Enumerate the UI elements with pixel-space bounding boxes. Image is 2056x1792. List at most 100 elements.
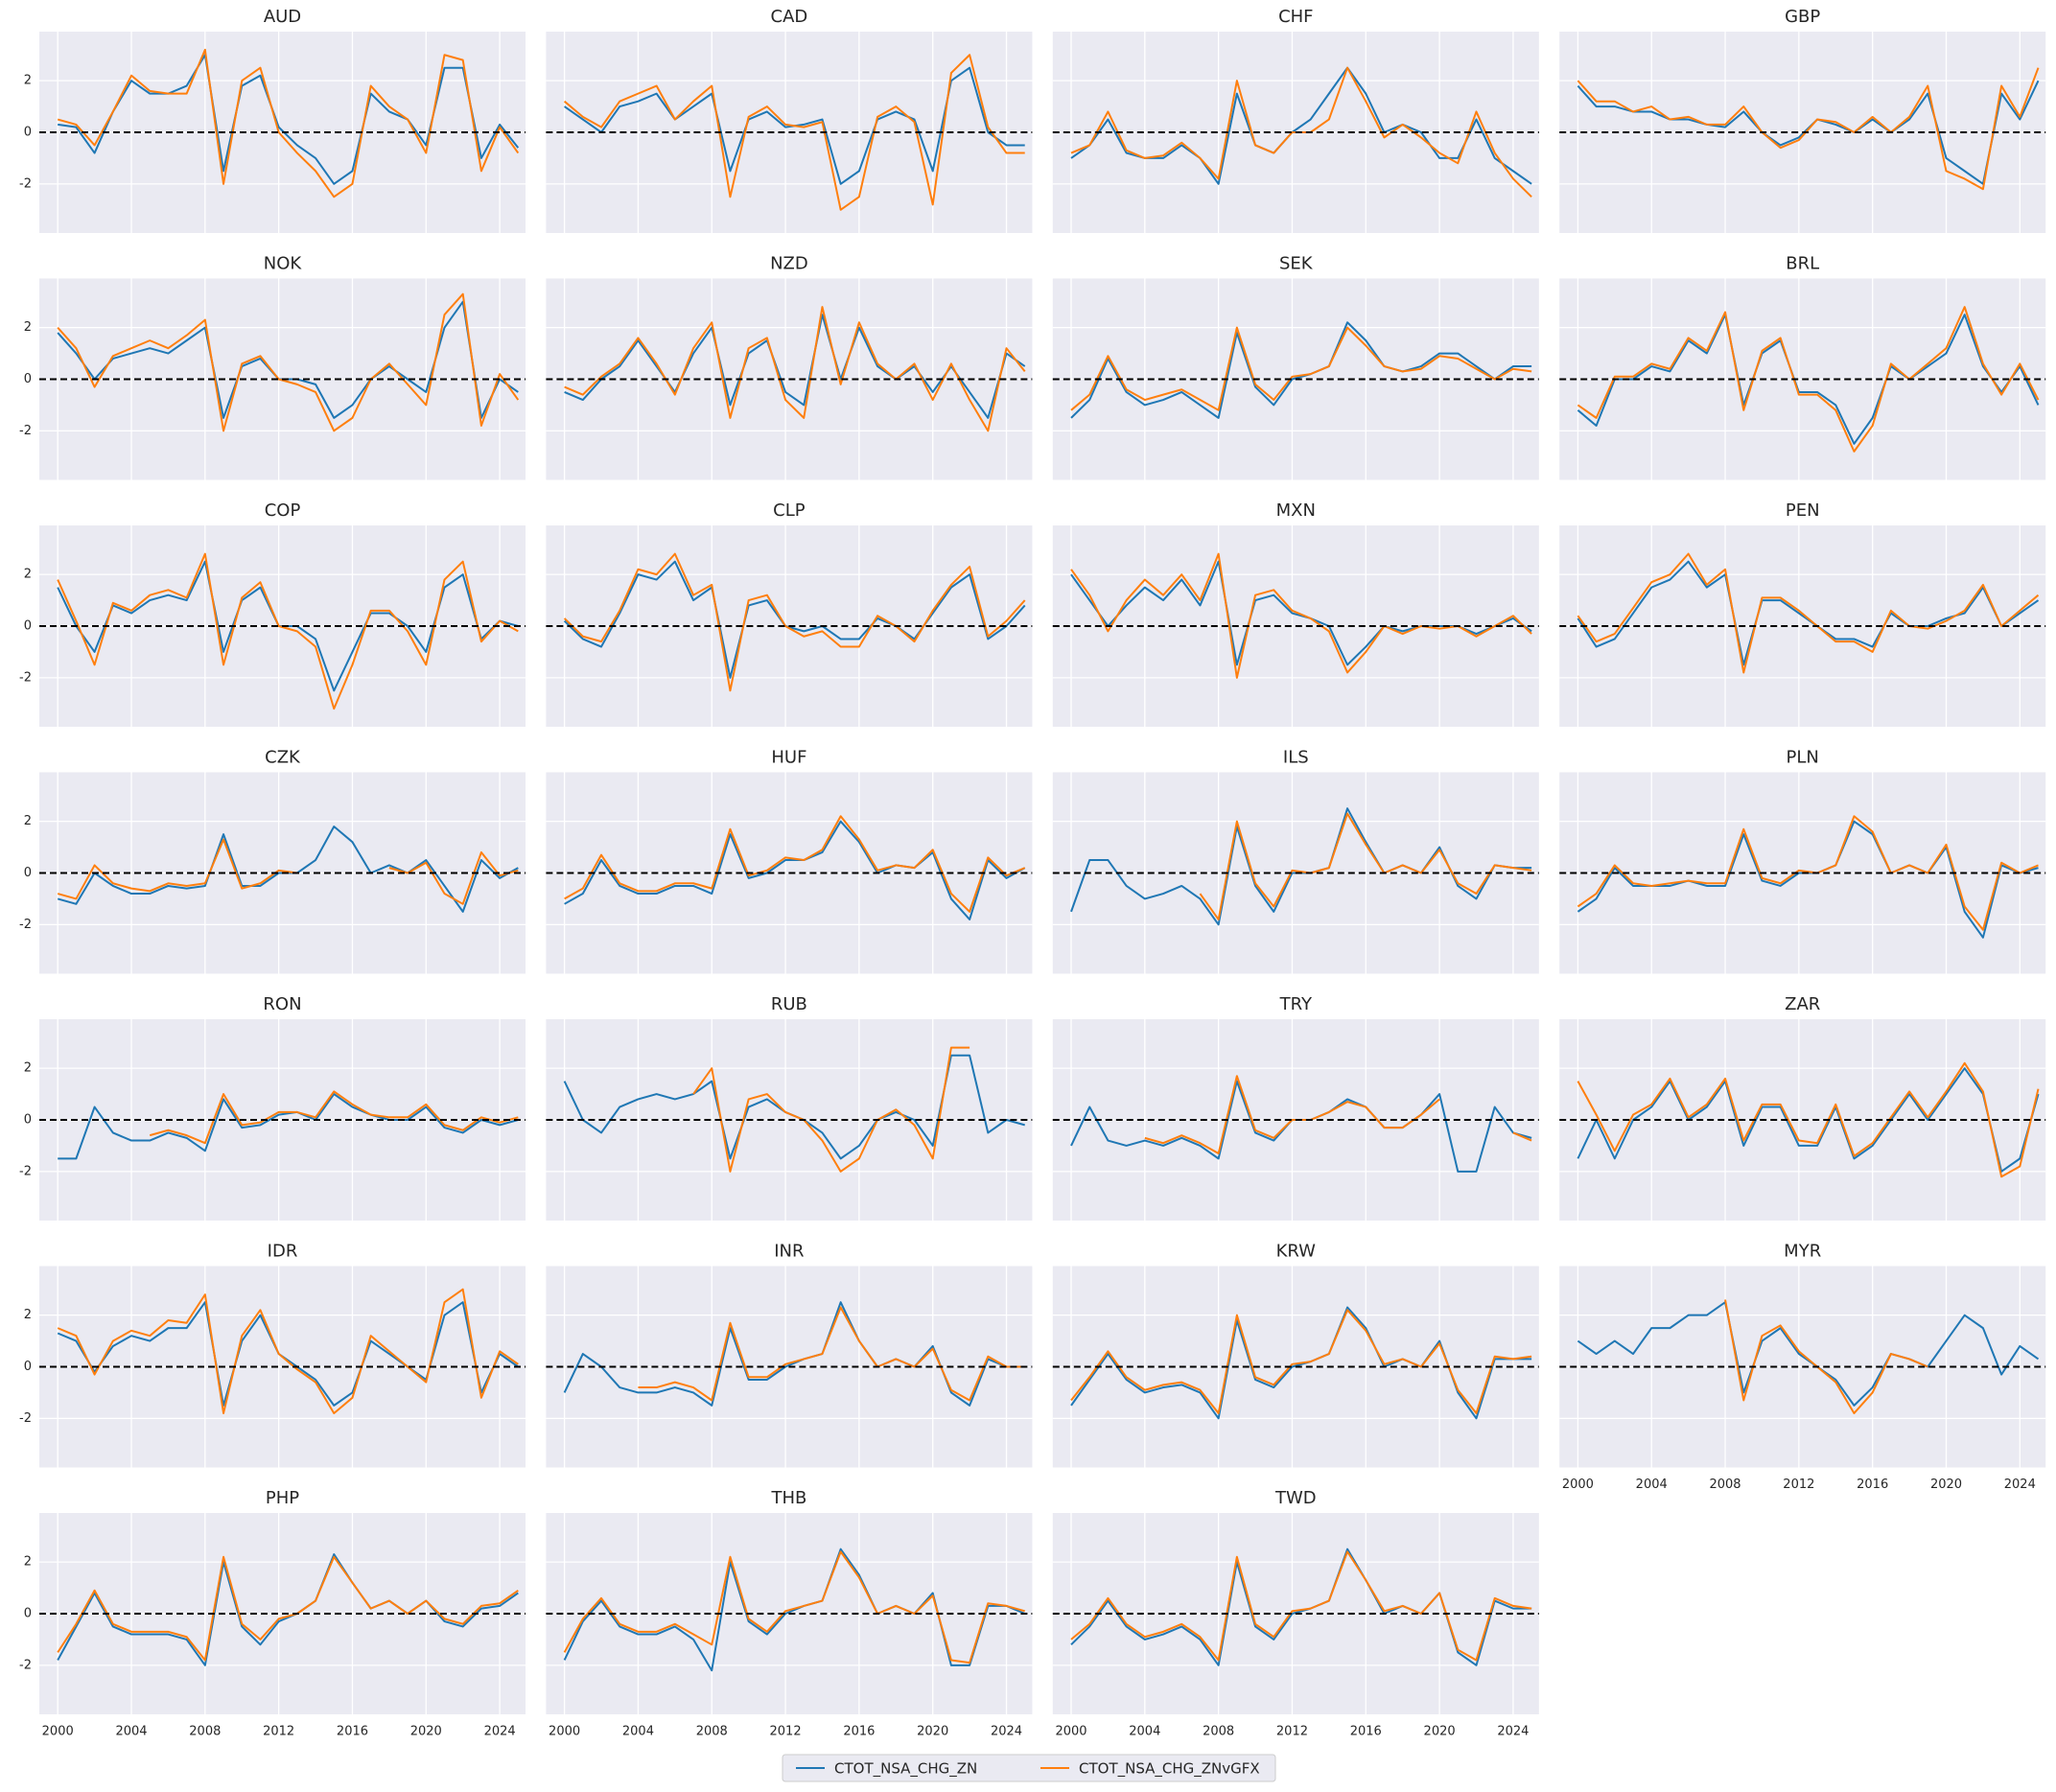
panel-title: CZK xyxy=(265,748,301,768)
series-line xyxy=(57,1301,519,1407)
x-tick-label: 2004 xyxy=(622,1725,654,1739)
panel-title: MYR xyxy=(1784,1242,1821,1262)
series-line xyxy=(1577,1301,2040,1407)
x-tick-label: 2004 xyxy=(1636,1478,1668,1492)
panel: 2000 2004 2008 2012 2016 2020 2024 TWD xyxy=(1052,1488,1539,1739)
panel: SEK xyxy=(1052,254,1539,480)
x-tick-label: 2008 xyxy=(1709,1478,1741,1492)
panel-title: COP xyxy=(265,500,301,521)
y-tick-label: 2 xyxy=(24,320,32,335)
y-tick-label: -2 xyxy=(19,1658,32,1672)
panel-title: PLN xyxy=(1787,748,1819,768)
series-line xyxy=(1724,1299,1928,1414)
panel-title: CHF xyxy=(1278,7,1313,27)
series-line xyxy=(57,552,519,710)
series-line xyxy=(1070,326,1532,411)
panel: 2000 2004 2008 2012 2016 2020 2024 THB xyxy=(546,1488,1033,1739)
y-tick-label: -2 xyxy=(19,1164,32,1178)
panel: PLN xyxy=(1559,748,2046,974)
series-line xyxy=(1577,314,2040,445)
x-tick-label: 2020 xyxy=(1424,1725,1456,1739)
x-tick-label: 2024 xyxy=(484,1725,516,1739)
panel: GBP xyxy=(1559,7,2046,233)
panel: RUB xyxy=(546,994,1033,1221)
panel-title: INR xyxy=(774,1242,804,1262)
panel: HUF xyxy=(546,748,1033,974)
panel: INR xyxy=(546,1242,1033,1468)
y-tick-label: 2 xyxy=(24,1308,32,1322)
panel: 2000 2004 2008 2012 2016 2020 2024 MYR xyxy=(1559,1242,2046,1492)
x-tick-label: 2000 xyxy=(549,1725,580,1739)
panel: 2000 2004 2008 2012 2016 2020 2024 -2 0 2 PHP xyxy=(19,1488,526,1739)
series-line xyxy=(1144,1075,1532,1154)
panel-title: SEK xyxy=(1279,254,1314,274)
panel-title: PEN xyxy=(1786,500,1820,521)
series-line xyxy=(1577,552,2040,674)
x-tick-label: 2024 xyxy=(2004,1478,2036,1492)
series-line xyxy=(564,815,1026,913)
panel: TRY xyxy=(1052,994,1539,1221)
x-tick-label: 2008 xyxy=(189,1725,221,1739)
series-line xyxy=(563,54,1025,211)
panel: KRW xyxy=(1052,1242,1539,1468)
x-tick-label: 2008 xyxy=(1203,1725,1234,1739)
x-tick-label: 2004 xyxy=(1129,1725,1160,1739)
y-tick-label: 0 xyxy=(24,126,32,140)
panel: MXN xyxy=(1052,500,1539,727)
panel-title: HUF xyxy=(771,748,806,768)
x-tick-label: 2024 xyxy=(1497,1725,1529,1739)
series-line xyxy=(563,1548,1026,1672)
y-tick-label: 2 xyxy=(24,568,32,582)
series-line xyxy=(58,54,520,185)
series-line xyxy=(1199,812,1532,920)
series-line xyxy=(57,1555,519,1662)
panel: NZD xyxy=(546,254,1033,480)
series-line xyxy=(149,1090,519,1145)
x-tick-label: 2020 xyxy=(917,1725,948,1739)
panel-title: NOK xyxy=(264,254,303,274)
panel-title: THB xyxy=(770,1488,806,1508)
series-line xyxy=(57,838,519,905)
series-line xyxy=(1577,306,2040,453)
y-tick-label: 0 xyxy=(24,1360,32,1374)
x-tick-label: 2012 xyxy=(1783,1478,1814,1492)
panel-title: RON xyxy=(263,994,301,1014)
y-tick-label: -2 xyxy=(19,424,32,438)
y-tick-label: -2 xyxy=(19,670,32,685)
panel: CAD xyxy=(546,7,1033,233)
panel-title: KRW xyxy=(1276,1242,1317,1262)
series-line xyxy=(564,820,1026,920)
y-tick-label: 2 xyxy=(24,74,32,88)
series-line xyxy=(564,306,1026,432)
panel-title: PHP xyxy=(266,1488,299,1508)
panel: PEN xyxy=(1559,500,2046,727)
panel-title: MXN xyxy=(1276,500,1316,521)
panel-title: ZAR xyxy=(1785,994,1820,1014)
x-tick-label: 2008 xyxy=(696,1725,728,1739)
panel: -2 0 2 NOK xyxy=(19,254,526,480)
x-tick-label: 2004 xyxy=(115,1725,147,1739)
panel: CLP xyxy=(546,500,1033,727)
series-line xyxy=(563,560,1026,679)
y-tick-label: 2 xyxy=(24,814,32,828)
panel: -2 0 2 IDR xyxy=(19,1242,526,1468)
panel-title: NZD xyxy=(770,254,808,274)
x-tick-label: 2000 xyxy=(1055,1725,1086,1739)
series-line xyxy=(692,1046,970,1173)
series-line xyxy=(1577,1061,2040,1178)
panel: -2 0 2 COP xyxy=(19,500,526,727)
panel-title: CLP xyxy=(773,500,806,521)
y-tick-label: 0 xyxy=(24,1607,32,1621)
series-line xyxy=(1577,1067,2040,1173)
y-tick-label: -2 xyxy=(19,1411,32,1426)
y-tick-label: 2 xyxy=(24,1061,32,1076)
legend-box xyxy=(782,1754,1276,1782)
x-tick-label: 2020 xyxy=(410,1725,442,1739)
series-line xyxy=(1070,1550,1532,1662)
legend-label: CTOT_NSA_CHG_ZN xyxy=(834,1760,977,1779)
x-tick-label: 2020 xyxy=(1930,1478,1962,1492)
x-tick-label: 2016 xyxy=(1350,1725,1382,1739)
series-line xyxy=(1577,815,2039,931)
